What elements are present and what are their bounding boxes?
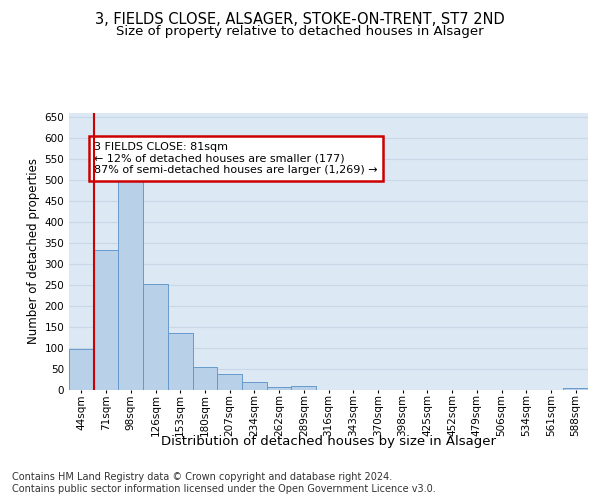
Text: 3, FIELDS CLOSE, ALSAGER, STOKE-ON-TRENT, ST7 2ND: 3, FIELDS CLOSE, ALSAGER, STOKE-ON-TRENT…	[95, 12, 505, 28]
Bar	[217, 374, 242, 390]
Bar	[563, 388, 588, 390]
Bar	[143, 284, 168, 390]
Text: Distribution of detached houses by size in Alsager: Distribution of detached houses by size …	[161, 435, 496, 448]
Text: Contains HM Land Registry data © Crown copyright and database right 2024.
Contai: Contains HM Land Registry data © Crown c…	[12, 472, 436, 494]
Bar	[69, 349, 94, 390]
Bar	[94, 250, 118, 390]
Bar	[292, 386, 316, 390]
Y-axis label: Number of detached properties: Number of detached properties	[27, 158, 40, 344]
Text: 3 FIELDS CLOSE: 81sqm
← 12% of detached houses are smaller (177)
87% of semi-det: 3 FIELDS CLOSE: 81sqm ← 12% of detached …	[94, 142, 378, 175]
Bar	[267, 388, 292, 390]
Bar	[242, 382, 267, 390]
Bar	[193, 368, 217, 390]
Bar	[118, 178, 143, 390]
Bar	[168, 333, 193, 390]
Text: Size of property relative to detached houses in Alsager: Size of property relative to detached ho…	[116, 25, 484, 38]
